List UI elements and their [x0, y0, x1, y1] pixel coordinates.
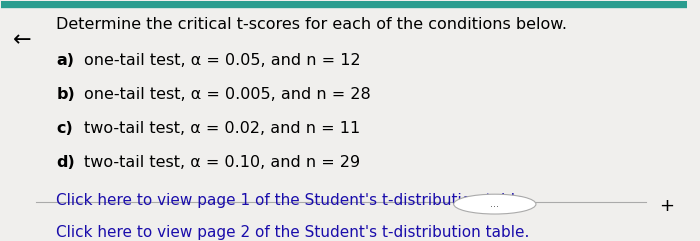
Text: ...: ... — [490, 199, 499, 209]
Text: Click here to view page 2 of the Student's t-distribution table.: Click here to view page 2 of the Student… — [56, 225, 530, 240]
Text: Determine the critical t-scores for each of the conditions below.: Determine the critical t-scores for each… — [56, 17, 567, 32]
Text: two-tail test, α = 0.02, and n = 11: two-tail test, α = 0.02, and n = 11 — [83, 121, 360, 136]
Text: a): a) — [56, 53, 74, 68]
Text: d): d) — [56, 155, 75, 170]
Text: c): c) — [56, 121, 73, 136]
Text: +: + — [659, 197, 673, 215]
Text: two-tail test, α = 0.10, and n = 29: two-tail test, α = 0.10, and n = 29 — [83, 155, 360, 170]
Text: one-tail test, α = 0.05, and n = 12: one-tail test, α = 0.05, and n = 12 — [83, 53, 360, 68]
Text: Click here to view page 1 of the Student's t-distribution table.: Click here to view page 1 of the Student… — [56, 193, 530, 208]
Text: ←: ← — [13, 30, 32, 50]
Ellipse shape — [454, 194, 536, 214]
Text: one-tail test, α = 0.005, and n = 28: one-tail test, α = 0.005, and n = 28 — [83, 87, 370, 102]
Text: b): b) — [56, 87, 75, 102]
